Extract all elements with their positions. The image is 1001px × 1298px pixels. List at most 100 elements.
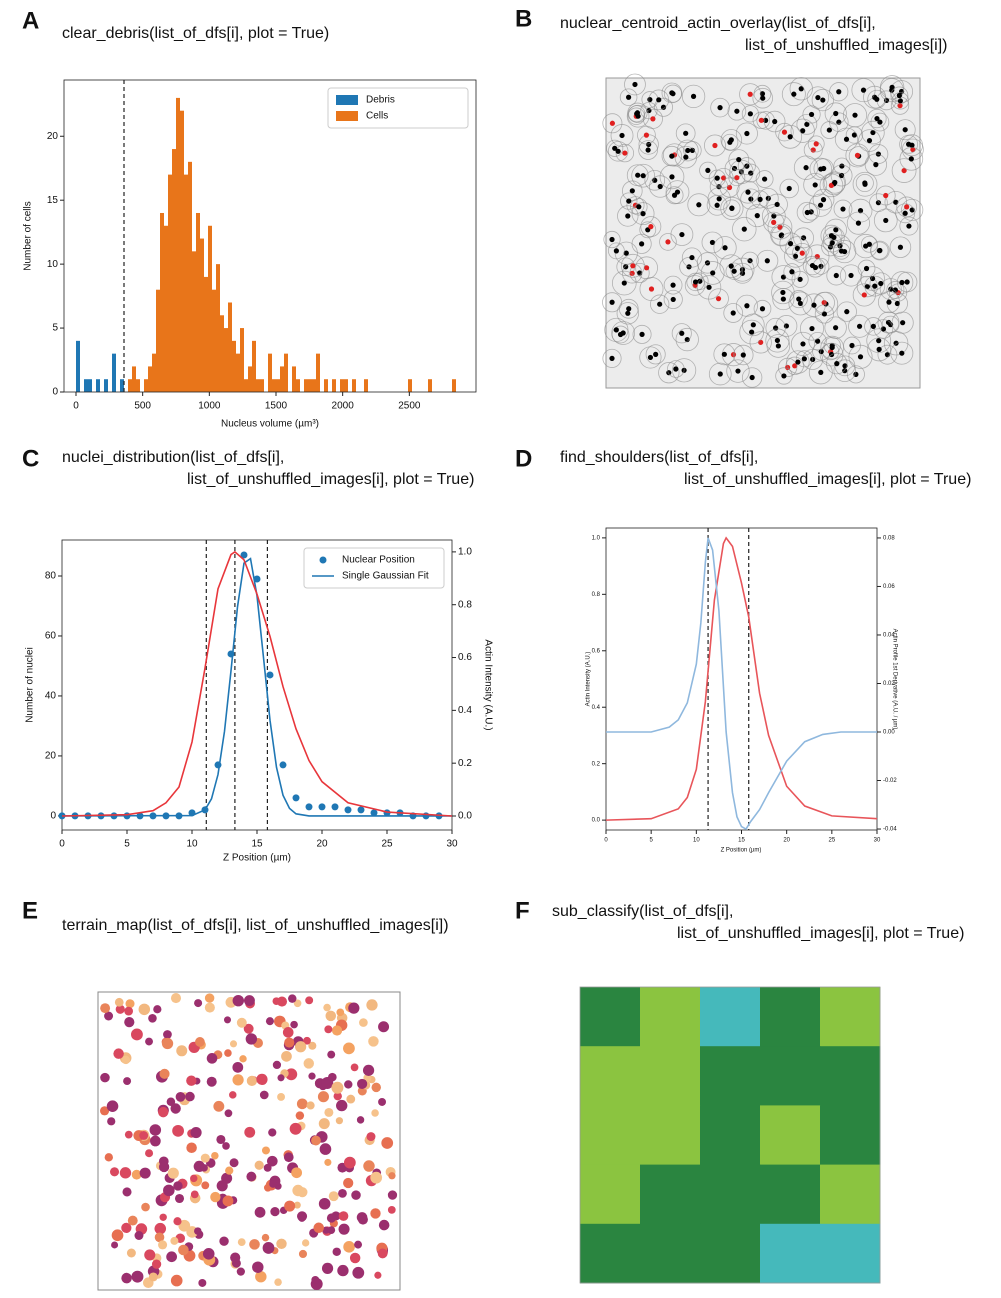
nucleus-centroid bbox=[906, 223, 912, 229]
terrain-dot bbox=[113, 1048, 124, 1059]
nucleus-centroid bbox=[717, 371, 723, 377]
y-tick-label: 15 bbox=[47, 195, 59, 206]
terrain-dot bbox=[291, 1167, 303, 1179]
terrain-dot bbox=[327, 1050, 336, 1059]
y2-tick-label: 0.04 bbox=[883, 633, 895, 639]
histogram-bar bbox=[312, 379, 316, 392]
terrain-dot bbox=[259, 1090, 269, 1100]
terrain-dot bbox=[327, 1226, 336, 1234]
y2-tick-label: 0.2 bbox=[458, 758, 472, 769]
class-cell bbox=[640, 987, 701, 1047]
histogram-bar bbox=[352, 379, 356, 392]
terrain-dot bbox=[254, 1206, 266, 1218]
cell-outline bbox=[650, 294, 670, 314]
terrain-dot bbox=[296, 1098, 308, 1110]
cell-outline bbox=[756, 249, 779, 272]
nucleus-centroid bbox=[869, 275, 876, 282]
cell-outline bbox=[824, 102, 847, 125]
cell-outline bbox=[846, 365, 865, 384]
terrain-dot bbox=[338, 1188, 347, 1198]
x-axis-label: Z Position (µm) bbox=[721, 848, 762, 854]
y-tick-label: 0.0 bbox=[592, 818, 601, 824]
cell-outline bbox=[823, 171, 846, 194]
nucleus-centroid bbox=[609, 355, 615, 361]
terrain-dot bbox=[211, 1151, 219, 1160]
terrain-dot bbox=[200, 1153, 210, 1163]
cell-outline bbox=[795, 350, 813, 368]
class-cell bbox=[640, 1046, 701, 1106]
nucleus-centroid bbox=[749, 329, 755, 335]
nucleus-centroid bbox=[660, 104, 667, 110]
scatter-point bbox=[331, 803, 339, 811]
terrain-dot bbox=[378, 1219, 390, 1231]
cell-outline bbox=[870, 241, 889, 260]
nucleus-centroid bbox=[760, 95, 766, 101]
cell-outline bbox=[767, 214, 793, 240]
terrain-dot bbox=[305, 996, 314, 1005]
nucleus-centroid bbox=[810, 147, 816, 153]
terrain-dot bbox=[167, 1167, 179, 1179]
cell-outline bbox=[745, 204, 769, 228]
terrain-dot bbox=[225, 1166, 234, 1175]
scatter-point bbox=[279, 761, 287, 769]
class-cell bbox=[760, 1223, 821, 1284]
terrain-dot bbox=[216, 1134, 226, 1145]
cell-outline bbox=[813, 158, 834, 179]
nucleus-centroid bbox=[876, 248, 883, 254]
nucleus-centroid bbox=[862, 181, 868, 187]
histogram-bar bbox=[84, 379, 88, 392]
nucleus-centroid bbox=[736, 156, 742, 163]
cell-outline bbox=[890, 341, 914, 365]
nucleus-centroid bbox=[899, 279, 905, 286]
y-tick-label: 20 bbox=[47, 131, 59, 142]
nucleus-centroid bbox=[625, 310, 631, 316]
terrain-dot bbox=[198, 1278, 207, 1287]
terrain-dot bbox=[170, 993, 182, 1004]
cell-outline bbox=[845, 143, 870, 168]
nucleus-centroid bbox=[796, 296, 802, 302]
nucleus-centroid bbox=[774, 337, 781, 344]
cell-outline bbox=[819, 342, 844, 367]
cell-outline bbox=[855, 174, 874, 193]
terrain-dot bbox=[311, 1275, 320, 1284]
terrain-dot bbox=[195, 1037, 205, 1047]
nucleus-centroid bbox=[849, 342, 855, 349]
terrain-dot bbox=[174, 1193, 185, 1204]
histogram-bar bbox=[136, 379, 140, 392]
terrain-dot bbox=[123, 1077, 132, 1086]
cell-outline bbox=[665, 186, 684, 205]
terrain-dot bbox=[134, 1231, 144, 1240]
cell-outline bbox=[659, 233, 677, 251]
nucleus-centroid bbox=[797, 300, 804, 307]
nucleus-centroid bbox=[626, 198, 632, 204]
cell-outline bbox=[891, 92, 910, 110]
terrain-dot bbox=[323, 1003, 331, 1012]
y2-tick-label: 0.00 bbox=[883, 730, 895, 736]
cell-outline bbox=[670, 223, 694, 246]
histogram-bar bbox=[304, 379, 308, 392]
cell-outline bbox=[644, 169, 666, 191]
cell-outline bbox=[631, 163, 655, 188]
cell-outline bbox=[620, 253, 645, 278]
cell-outline bbox=[602, 348, 622, 368]
x-tick-label: 1000 bbox=[198, 401, 221, 412]
nucleus-centroid bbox=[744, 303, 750, 309]
y2-tick-label: 0.6 bbox=[458, 652, 472, 663]
x-tick-label: 5 bbox=[649, 838, 653, 844]
histogram-bar bbox=[240, 328, 244, 392]
histogram-bar bbox=[200, 238, 204, 392]
terrain-dot bbox=[265, 1017, 274, 1026]
nucleus-centroid bbox=[818, 369, 824, 376]
terrain-dot bbox=[370, 1208, 381, 1219]
nucleus-centroid bbox=[809, 325, 815, 332]
cell-outline bbox=[870, 112, 890, 132]
terrain-dot bbox=[338, 1211, 349, 1221]
nucleus-centroid bbox=[625, 213, 631, 219]
histogram-bar bbox=[268, 353, 272, 392]
terrain-dot bbox=[295, 1041, 307, 1053]
terrain-dot bbox=[239, 1055, 247, 1063]
nucleus-centroid bbox=[838, 172, 845, 179]
cell-outline bbox=[707, 187, 731, 211]
nucleus-centroid bbox=[744, 130, 750, 137]
nucleus-centroid bbox=[639, 241, 645, 247]
